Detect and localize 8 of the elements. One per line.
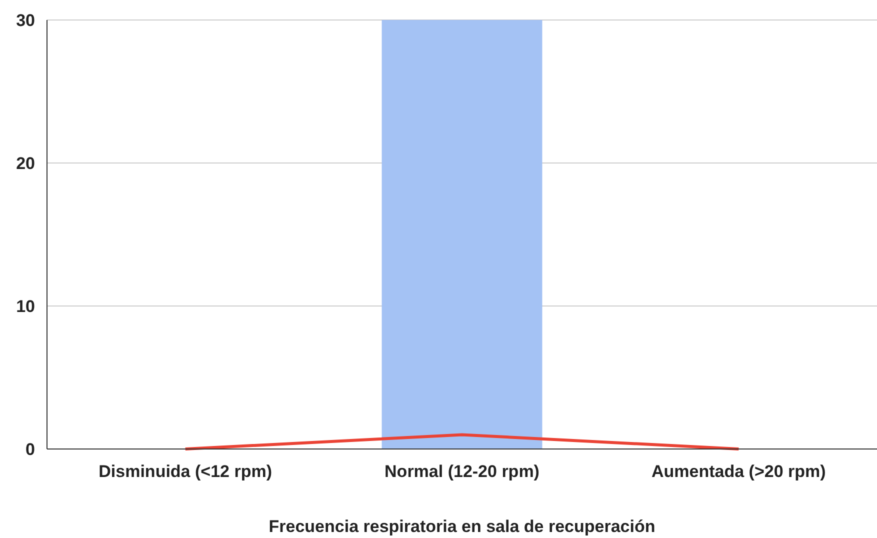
y-tick-label: 10 — [16, 296, 35, 316]
x-tick-label: Aumentada (>20 rpm) — [652, 462, 826, 481]
y-tick-label: 20 — [16, 154, 35, 173]
x-axis-title: Frecuencia respiratoria en sala de recuperación — [268, 517, 656, 536]
y-tick-label: 0 — [26, 440, 35, 459]
x-tick-label: Normal (12-20 rpm) — [384, 462, 540, 481]
y-tick-label: 30 — [16, 10, 35, 30]
x-tick-label: Disminuida (<12 rpm) — [98, 462, 272, 481]
